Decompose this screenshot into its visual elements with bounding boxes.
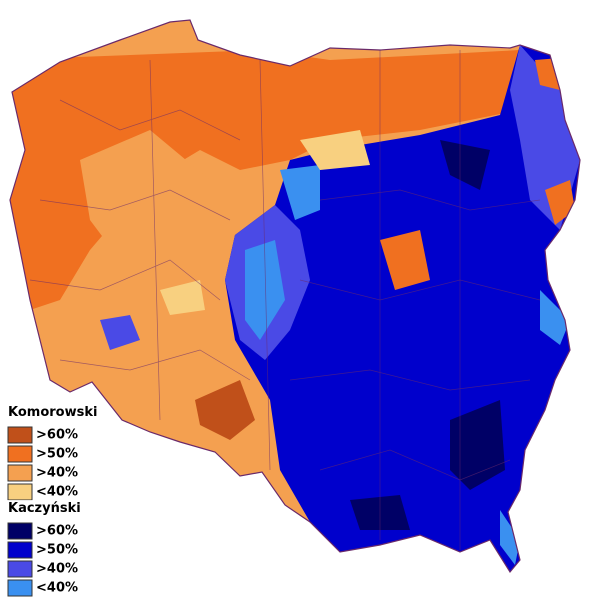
legend-label: >40% [36,466,78,481]
region-blue-light [500,510,520,565]
country-border [9,19,581,574]
legend-title: Komorowski [8,405,97,420]
legend-swatch [7,541,33,559]
region-orange [10,50,520,320]
region-blue-city [100,315,140,350]
region-blue-dark [440,140,490,190]
legend-label: >40% [36,562,78,577]
legend-swatch [7,464,33,482]
legend-label: >60% [36,524,78,539]
legend-swatch [7,560,33,578]
legend-label: >50% [36,447,78,462]
legend-label: <40% [36,485,78,500]
legend-title-bg [6,500,90,516]
legend-label: >60% [36,428,78,443]
legend-label: <40% [36,581,78,596]
region-blue-light [540,290,570,345]
region-orange-light [80,130,210,260]
legend-swatch [7,483,33,501]
legend: Komorowski>60%>50%>40%<40%Kaczyński>60%>… [6,404,97,597]
legend-swatch [7,445,33,463]
region-blue-light [280,165,320,220]
legend-title: Kaczyński [8,501,81,516]
region-orange-city [380,230,430,290]
legend-swatch [7,522,33,540]
legend-title-bg [6,404,90,420]
legend-swatch [7,579,33,597]
region-orange-dark [195,380,255,440]
district-borders [29,50,541,550]
region-orange-pale [160,280,205,315]
region-orange-pale [300,130,370,170]
region-blue-light [245,240,285,340]
legend-swatch [7,426,33,444]
legend-label: >50% [36,543,78,558]
